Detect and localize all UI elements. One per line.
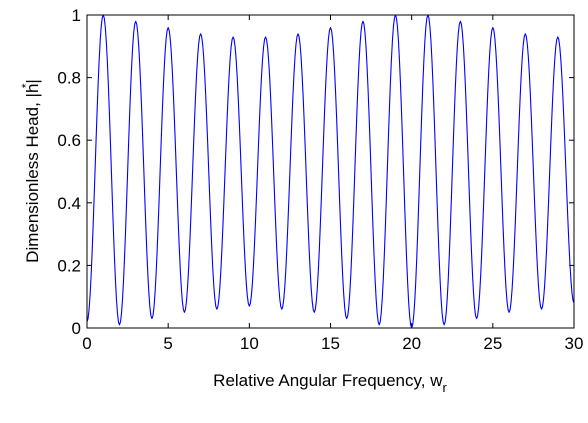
y-axis-label-main: Dimensionless Head, |h| [23, 79, 42, 263]
y-axis-label-superscript: * [19, 83, 33, 88]
tick-labels: 0 5 10 15 20 25 30 0 0.2 0.4 0.6 0.8 1 [57, 6, 583, 353]
x-tick-label-2: 10 [240, 334, 259, 353]
x-tick-label-4: 20 [402, 334, 421, 353]
y-tick-label-1: 0.2 [57, 256, 81, 275]
x-tick-label-1: 5 [163, 334, 172, 353]
y-tick-label-0: 0 [72, 319, 81, 338]
y-tick-label-5: 1 [72, 6, 81, 25]
x-tick-label-0: 0 [82, 334, 91, 353]
x-tick-label-3: 15 [321, 334, 340, 353]
plot-frame [86, 14, 575, 329]
y-tick-label-3: 0.6 [57, 131, 81, 150]
data-series-line [86, 14, 575, 329]
y-axis-label: Dimensionless Head, |h|* [19, 79, 42, 263]
x-axis-label-subscript: r [442, 380, 447, 395]
x-tick-label-5: 25 [483, 334, 502, 353]
x-axis-label-main: Relative Angular Frequency, w [213, 371, 443, 390]
plot-area [87, 15, 574, 328]
y-tick-label-4: 0.8 [57, 69, 81, 88]
y-tick-label-2: 0.4 [57, 194, 81, 213]
x-axis-label: Relative Angular Frequency, wr [213, 371, 447, 395]
x-tick-label-6: 30 [565, 334, 584, 353]
